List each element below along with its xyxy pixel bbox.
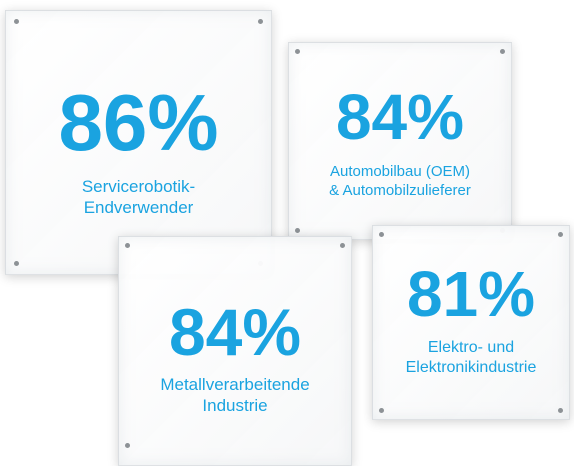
label: Automobilbau (OEM) & Automobilzulieferer: [289, 163, 511, 201]
panel: 86% Servicerobotik- Endverwender: [5, 10, 272, 275]
label-line: Elektronikindustrie: [405, 359, 537, 376]
label-line: Automobilbau (OEM): [329, 163, 471, 180]
panel: 84% Metallverarbeitende Industrie: [118, 236, 352, 466]
percentage: 84%: [168, 295, 302, 369]
label-line: Industrie: [202, 396, 268, 416]
label-line: Metallverarbeitende: [160, 375, 310, 394]
percentage: 86%: [58, 78, 219, 167]
label: Elektro- und Elektronikindustrie: [373, 338, 569, 378]
panel: 84% Automobilbau (OEM) & Automobilzuliefe…: [288, 42, 512, 240]
label-line: Endverwender: [83, 198, 194, 218]
percentage: 81%: [406, 258, 536, 330]
page: 86% Servicerobotik- Endverwender 84% Auto…: [5, 10, 570, 466]
label-line: & Automobilzulieferer: [329, 181, 471, 199]
percentage: 84%: [335, 81, 465, 153]
label: Metallverarbeitende Industrie: [119, 374, 351, 417]
panel: 81% Elektro- und Elektronikindustrie: [372, 225, 570, 420]
label: Servicerobotik- Endverwender: [6, 176, 271, 219]
label-line: Elektro- und: [427, 339, 515, 356]
label-line: Servicerobotik-: [81, 177, 196, 196]
